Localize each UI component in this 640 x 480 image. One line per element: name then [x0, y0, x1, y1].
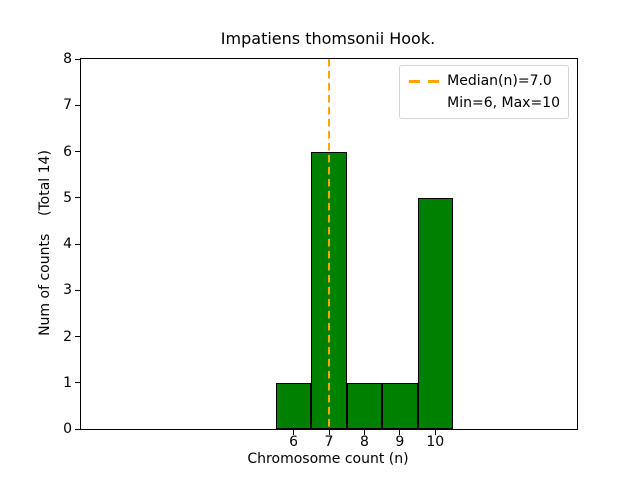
median-line — [327, 59, 331, 429]
y-tick-mark-4 — [75, 243, 80, 245]
bar-n-9 — [382, 382, 418, 429]
y-tick-mark-6 — [75, 151, 80, 152]
bar-n-8 — [346, 382, 383, 429]
y-tick-label-4: 4 — [63, 236, 72, 252]
y-tick-label-1: 1 — [63, 374, 72, 391]
y-tick-mark-8 — [75, 58, 80, 60]
x-axis-label: Chromosome count (n) — [247, 451, 409, 467]
legend-handle-spacer — [409, 102, 439, 105]
x-tick-label-7: 7 — [324, 434, 334, 450]
chart-title: Impatiens thomsonii Hook. — [220, 29, 436, 48]
x-tick-mark-9 — [399, 430, 401, 435]
y-tick-mark-1 — [75, 382, 80, 384]
legend: Median(n)=7.0 Min=6, Max=10 — [399, 65, 569, 119]
bar-n-6 — [275, 382, 312, 429]
dashed-line-icon — [409, 79, 440, 83]
x-tick-mark-10 — [434, 430, 436, 435]
x-tick-label-10: 10 — [426, 434, 445, 450]
x-tick-mark-8 — [363, 430, 365, 435]
y-tick-label-5: 5 — [63, 189, 72, 206]
x-tick-mark-6 — [293, 430, 295, 435]
x-tick-label-6: 6 — [289, 434, 299, 450]
y-tick-label-8: 8 — [63, 51, 72, 67]
y-tick-mark-5 — [75, 197, 80, 199]
y-tick-label-6: 6 — [63, 143, 72, 160]
y-tick-label-2: 2 — [63, 328, 72, 345]
y-tick-mark-3 — [75, 289, 80, 291]
y-tick-mark-2 — [75, 336, 80, 337]
x-tick-mark-7 — [328, 430, 330, 435]
legend-entry-median: Median(n)=7.0 — [409, 70, 560, 92]
x-tick-label-9: 9 — [395, 434, 405, 450]
legend-label-median: Median(n)=7.0 — [447, 73, 552, 89]
y-tick-mark-0 — [75, 428, 80, 430]
y-tick-label-3: 3 — [63, 282, 72, 299]
axes: 0 1 2 3 4 5 6 7 8 6 7 8 9 10 Median(n)=7.0 Min=6, Max… — [63, 51, 578, 450]
y-tick-label-7: 7 — [63, 97, 72, 114]
legend-entry-minmax: Min=6, Max=10 — [409, 92, 560, 114]
x-tick-label-8: 8 — [359, 434, 369, 450]
bar-n-10 — [417, 197, 453, 429]
y-tick-label-0: 0 — [63, 421, 72, 437]
legend-label-minmax: Min=6, Max=10 — [447, 95, 560, 111]
y-tick-mark-7 — [75, 104, 80, 106]
